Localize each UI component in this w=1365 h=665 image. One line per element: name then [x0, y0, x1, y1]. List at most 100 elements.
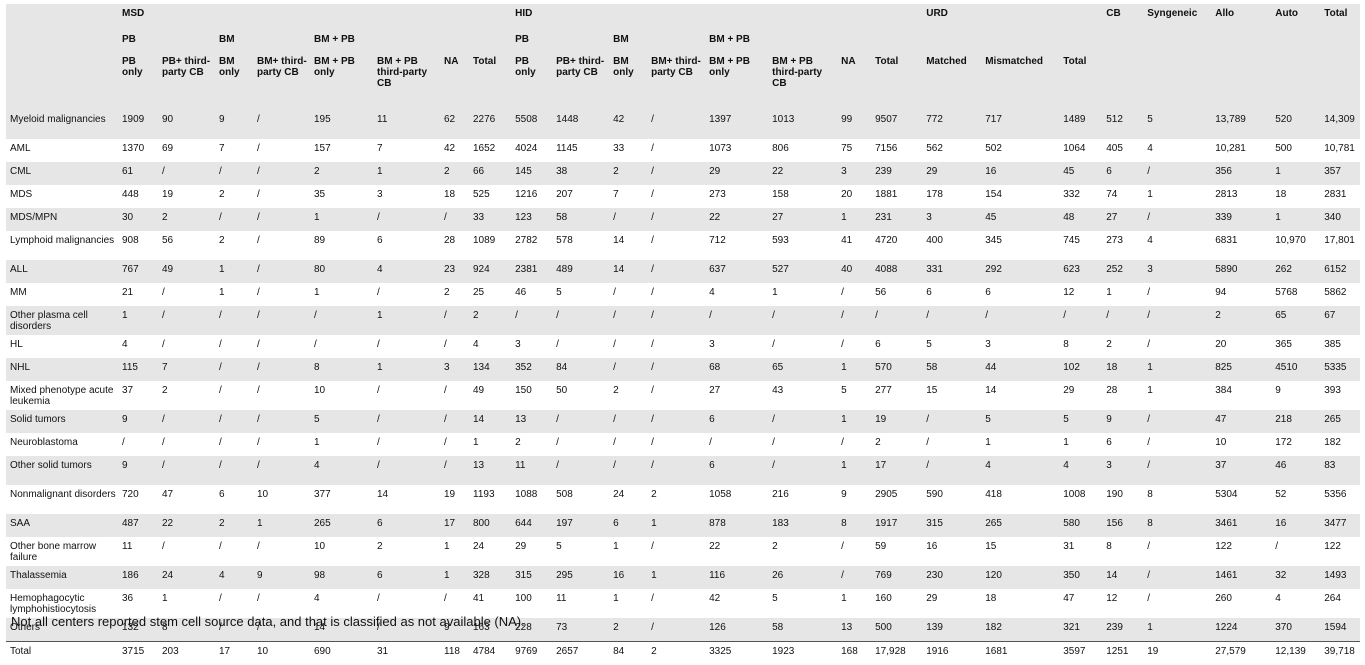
table-cell: / — [253, 185, 310, 208]
table-cell: 1 — [768, 283, 837, 306]
table-cell: / — [647, 260, 705, 283]
table-cell: 2 — [609, 162, 647, 185]
table-cell: 2 — [1211, 306, 1271, 335]
table-cell: 115 — [118, 358, 158, 381]
table-cell: / — [647, 208, 705, 231]
table-cell: 2 — [215, 185, 253, 208]
table-cell: 1 — [469, 433, 511, 456]
table-cell: 512 — [1102, 110, 1143, 139]
table-cell: 10 — [253, 642, 310, 665]
table-cell: 1 — [837, 456, 871, 485]
table-cell: 3 — [440, 358, 469, 381]
table-cell: 13 — [469, 456, 511, 485]
table-cell: 239 — [871, 162, 922, 185]
table-cell: 2 — [609, 618, 647, 642]
table-cell: 1 — [1271, 162, 1320, 185]
table-cell: 65 — [768, 358, 837, 381]
table-cell: 1 — [310, 283, 373, 306]
column-header: Matched — [922, 56, 981, 110]
table-cell: 4510 — [1271, 358, 1320, 381]
column-header: PB only — [118, 56, 158, 110]
table-cell: 3 — [922, 208, 981, 231]
table-cell: 178 — [922, 185, 981, 208]
table-cell: 26 — [768, 566, 837, 589]
table-cell: / — [373, 410, 440, 433]
header-blank — [1143, 56, 1211, 110]
table-cell: / — [215, 433, 253, 456]
table-cell: / — [768, 456, 837, 485]
table-cell: 1073 — [705, 139, 768, 162]
table-cell: 562 — [922, 139, 981, 162]
table-cell: 16 — [981, 162, 1059, 185]
table-cell: 1 — [647, 566, 705, 589]
table-cell: / — [609, 306, 647, 335]
table-cell: 150 — [511, 381, 552, 410]
table-cell: 1 — [981, 433, 1059, 456]
table-cell: 2 — [647, 642, 705, 665]
table-cell: / — [922, 456, 981, 485]
header-blank — [6, 32, 118, 56]
table-cell: 8 — [1143, 485, 1211, 514]
header-syngeneic: Syngeneic — [1143, 4, 1211, 32]
table-cell: 83 — [1320, 456, 1360, 485]
table-cell: 315 — [922, 514, 981, 537]
header-blank — [1320, 56, 1360, 110]
table-cell: / — [253, 208, 310, 231]
table-cell: / — [647, 185, 705, 208]
table-cell: / — [647, 456, 705, 485]
table-cell: 98 — [310, 566, 373, 589]
table-cell: / — [768, 433, 837, 456]
table-cell: / — [1143, 208, 1211, 231]
table-cell: 29 — [511, 537, 552, 566]
table-cell: 5 — [837, 381, 871, 410]
table-cell: 134 — [469, 358, 511, 381]
table-cell: 502 — [981, 139, 1059, 162]
table-cell: / — [158, 335, 215, 358]
table-cell: / — [158, 410, 215, 433]
table-cell: 42 — [440, 139, 469, 162]
table-cell: 6152 — [1320, 260, 1360, 283]
table-cell: 90 — [158, 110, 215, 139]
table-cell: 50 — [552, 381, 609, 410]
table-cell: / — [552, 410, 609, 433]
table-cell: 42 — [705, 589, 768, 618]
table-cell: 122 — [1211, 537, 1271, 566]
table-cell: 14 — [1102, 566, 1143, 589]
table-cell: / — [440, 410, 469, 433]
table-cell: 1193 — [469, 485, 511, 514]
table-cell: / — [215, 358, 253, 381]
table-cell: 350 — [1059, 566, 1102, 589]
table-cell: 160 — [871, 589, 922, 618]
table-cell: 22 — [158, 514, 215, 537]
table-cell: 377 — [310, 485, 373, 514]
table-cell: 806 — [768, 139, 837, 162]
table-cell: 265 — [310, 514, 373, 537]
table-cell: 295 — [552, 566, 609, 589]
column-header: BM+ third-party CB — [253, 56, 310, 110]
column-header: BM + PB third-party CB — [373, 56, 440, 110]
table-cell: 273 — [705, 185, 768, 208]
table-cell: / — [158, 162, 215, 185]
table-cell: / — [253, 283, 310, 306]
table-cell: 2 — [440, 283, 469, 306]
table-cell: 73 — [552, 618, 609, 642]
table-cell: / — [253, 260, 310, 283]
table-cell: 1216 — [511, 185, 552, 208]
table-cell: / — [158, 456, 215, 485]
table-cell: 41 — [837, 231, 871, 260]
table-cell: 218 — [1271, 410, 1320, 433]
table-cell: 5 — [768, 589, 837, 618]
table-cell: 24 — [158, 566, 215, 589]
table-cell: 878 — [705, 514, 768, 537]
table-cell: 61 — [118, 162, 158, 185]
table-cell: 5 — [922, 335, 981, 358]
table-cell: 43 — [768, 381, 837, 410]
table-cell: 102 — [1059, 358, 1102, 381]
row-label: Nonmalignant disorders — [6, 485, 118, 514]
table-cell: 1 — [1143, 358, 1211, 381]
column-header: PB+ third-party CB — [552, 56, 609, 110]
table-cell: 13 — [837, 618, 871, 642]
table-cell: 33 — [609, 139, 647, 162]
table-cell: 6 — [609, 514, 647, 537]
